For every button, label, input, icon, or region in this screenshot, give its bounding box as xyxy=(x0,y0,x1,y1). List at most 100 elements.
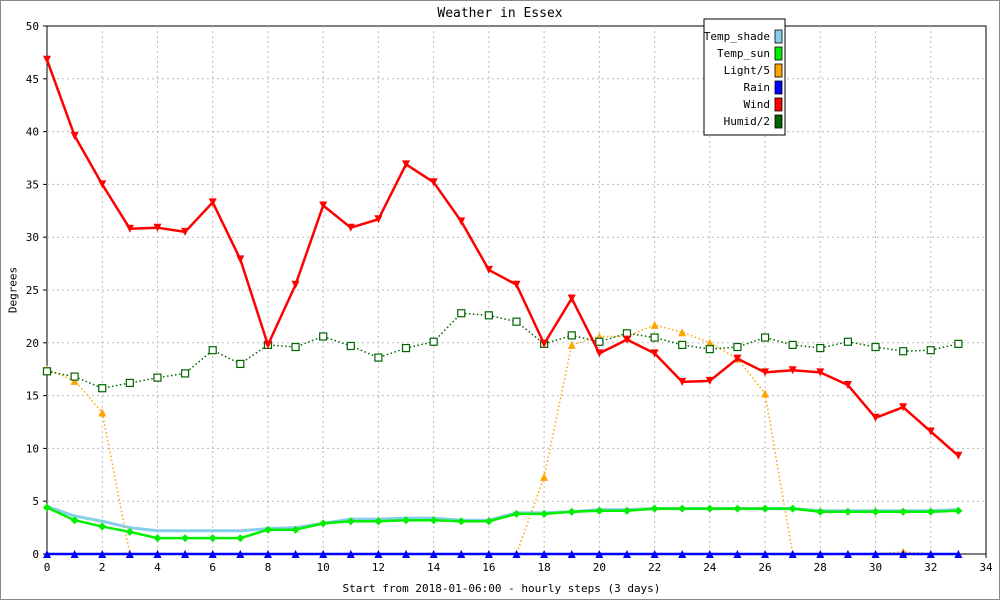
data-point-humid-2 xyxy=(319,332,328,341)
x-tick-label: 22 xyxy=(648,561,661,574)
data-point-wind xyxy=(374,215,383,224)
data-point-wind xyxy=(843,381,852,390)
data-point-rain xyxy=(208,550,217,558)
data-point-wind xyxy=(512,280,521,289)
x-tick-label: 8 xyxy=(265,561,272,574)
data-point-rain xyxy=(457,550,466,558)
data-point-humid-2 xyxy=(760,333,770,342)
data-point-humid-2 xyxy=(843,337,853,346)
legend-label: Wind xyxy=(744,98,771,111)
data-point-temp-sun xyxy=(457,517,466,526)
series-temp-sun xyxy=(43,503,963,543)
x-axis-label: Start from 2018-01-06:00 - hourly steps … xyxy=(342,582,661,595)
data-point-temp-sun xyxy=(98,522,107,531)
series-line-temp-sun xyxy=(46,506,959,540)
data-point-rain xyxy=(43,550,51,558)
legend-label: Temp_shade xyxy=(704,30,770,43)
data-point-humid-2 xyxy=(125,378,134,388)
data-point-rain xyxy=(512,550,521,558)
data-point-wind xyxy=(319,201,328,210)
data-point-temp-sun xyxy=(153,534,162,543)
data-point-wind xyxy=(457,217,466,226)
y-tick-label: 0 xyxy=(32,548,39,561)
series-wind xyxy=(43,55,963,460)
y-axis-label: Degrees xyxy=(6,266,20,314)
y-tick-label: 10 xyxy=(26,442,39,455)
data-point-temp-sun xyxy=(843,507,852,516)
data-point-temp-sun xyxy=(871,507,880,516)
chart-title: Weather in Essex xyxy=(437,6,563,21)
data-point-rain xyxy=(595,550,604,558)
series-humid-2 xyxy=(42,309,963,393)
data-point-temp-sun xyxy=(540,509,549,518)
data-point-temp-sun xyxy=(429,516,438,525)
data-point-humid-2 xyxy=(236,359,245,369)
x-tick-label: 14 xyxy=(427,561,441,574)
data-point-wind xyxy=(540,339,549,348)
data-point-humid-2 xyxy=(484,311,493,320)
data-point-rain xyxy=(650,550,659,558)
data-point-temp-sun xyxy=(899,507,908,516)
data-point-humid-2 xyxy=(788,340,797,350)
data-point-rain xyxy=(899,550,908,558)
data-point-humid-2 xyxy=(457,309,466,318)
data-point-rain xyxy=(236,550,245,558)
data-point-humid-2 xyxy=(871,342,880,352)
data-point-temp-sun xyxy=(70,516,79,525)
legend-swatch xyxy=(774,46,783,61)
data-point-temp-sun xyxy=(319,519,328,528)
y-tick-label: 30 xyxy=(26,231,39,244)
y-tick-label: 15 xyxy=(26,390,39,403)
data-point-temp-sun xyxy=(567,507,576,516)
data-point-light-5 xyxy=(540,472,549,481)
data-point-rain xyxy=(622,550,631,558)
data-point-humid-2 xyxy=(401,343,411,353)
y-tick-label: 20 xyxy=(26,337,39,350)
data-point-humid-2 xyxy=(678,340,687,350)
legend-box xyxy=(703,18,786,136)
data-point-light-5 xyxy=(98,408,107,417)
data-point-wind xyxy=(733,354,742,363)
data-point-humid-2 xyxy=(512,317,521,326)
data-point-wind xyxy=(402,160,411,169)
data-point-wind xyxy=(153,223,162,232)
data-point-humid-2 xyxy=(42,367,52,376)
data-point-temp-sun xyxy=(181,534,190,543)
x-tick-label: 24 xyxy=(703,561,717,574)
data-point-temp-sun xyxy=(926,507,935,516)
data-point-temp-sun xyxy=(484,517,493,526)
data-point-rain xyxy=(705,550,714,558)
data-point-wind xyxy=(181,227,190,236)
data-point-temp-sun xyxy=(954,506,963,515)
data-point-wind xyxy=(484,265,493,274)
data-point-wind xyxy=(650,349,659,358)
legend-label: Rain xyxy=(744,81,771,94)
data-point-light-5 xyxy=(761,389,770,398)
data-point-wind xyxy=(926,427,935,436)
data-point-humid-2 xyxy=(346,341,355,351)
data-point-temp-sun xyxy=(236,534,245,543)
y-tick-label: 50 xyxy=(26,20,39,33)
legend-label: Light/5 xyxy=(724,64,770,77)
x-tick-label: 34 xyxy=(979,561,993,574)
data-point-wind xyxy=(43,55,51,64)
data-point-rain xyxy=(429,550,438,558)
data-point-humid-2 xyxy=(291,342,300,352)
legend: Temp_shade Temp_sun Light/5 Rain Wind Humid/2 xyxy=(703,18,786,136)
legend-swatch xyxy=(774,80,783,95)
data-point-wind xyxy=(788,366,797,375)
grid xyxy=(47,26,986,554)
data-point-rain xyxy=(181,550,190,558)
data-point-wind xyxy=(705,376,714,385)
data-point-rain xyxy=(374,550,383,558)
data-point-rain xyxy=(402,550,411,558)
data-point-humid-2 xyxy=(816,343,825,353)
data-point-wind xyxy=(761,368,770,377)
data-point-temp-sun xyxy=(43,503,51,512)
legend-swatch xyxy=(774,97,783,112)
data-point-humid-2 xyxy=(70,372,79,381)
data-point-humid-2 xyxy=(733,342,742,352)
x-tick-label: 18 xyxy=(537,561,550,574)
data-point-rain xyxy=(843,550,852,558)
legend-swatch xyxy=(774,63,783,78)
